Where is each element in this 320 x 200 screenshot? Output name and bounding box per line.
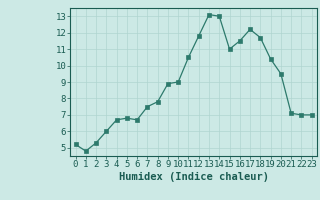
X-axis label: Humidex (Indice chaleur): Humidex (Indice chaleur) <box>119 172 268 182</box>
